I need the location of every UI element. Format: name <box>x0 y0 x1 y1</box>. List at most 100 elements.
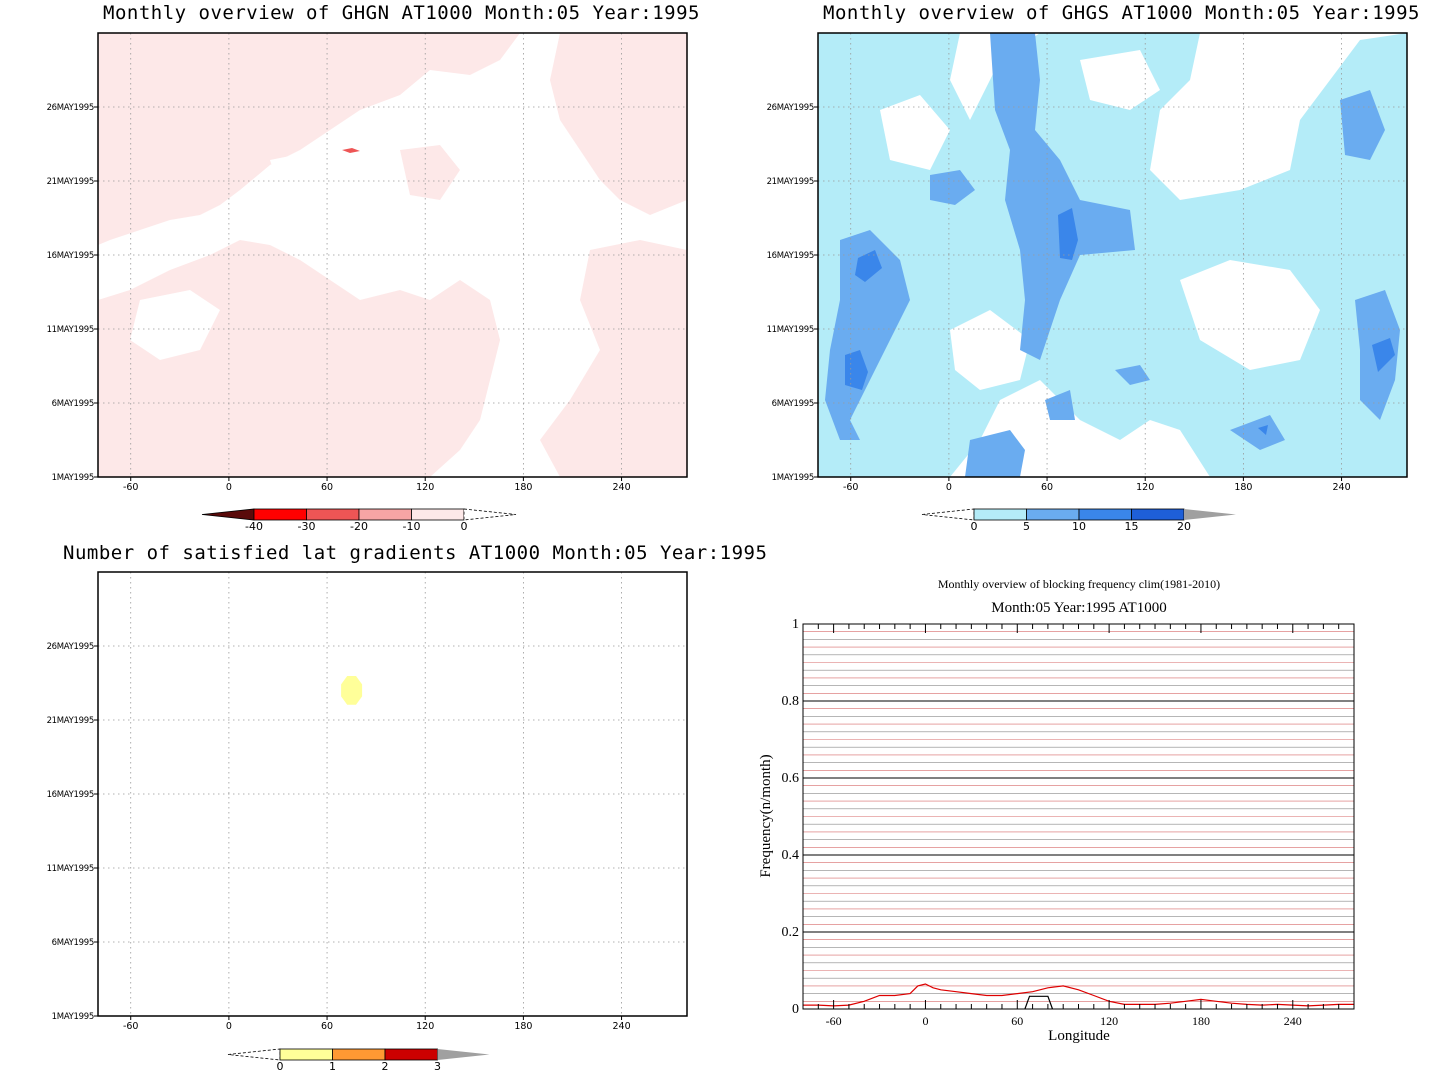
colorbar-label: 0 <box>277 1060 284 1073</box>
chart-2-axes: -60 0 60 120 180 240 1MAY1995 6MAY1995 11MAY1995… <box>767 103 1351 493</box>
chart-2-x-tick-label: 180 <box>1234 482 1252 493</box>
chart-2-contour-white <box>950 310 1030 390</box>
chart-2-contour-mid <box>1115 365 1150 385</box>
chart-2-y-tick-label: 16MAY1995 <box>767 251 814 261</box>
colorbar-box <box>358 508 412 521</box>
chart-4-grid <box>803 631 1354 1002</box>
chart-3-y-tick-label: 1MAY1995 <box>52 1012 94 1022</box>
chart-4-y-tick-label: 0.6 <box>782 771 800 786</box>
chart-4-subtitle: Month:05 Year:1995 AT1000 <box>991 600 1166 616</box>
colorbar-label: 10 <box>1072 520 1086 533</box>
chart-1-frame <box>97 32 688 478</box>
chart-1-contour-white <box>270 155 300 190</box>
colorbar-label: -40 <box>245 520 263 533</box>
chart-3-title: Number of satisfied lat gradients AT1000… <box>63 542 768 564</box>
colorbar-left-arrow <box>201 508 255 521</box>
chart-4-x-tick-label: 240 <box>1284 1014 1302 1028</box>
chart-3-x-tick-label: 120 <box>416 1021 434 1032</box>
chart-4-y-tick-label: 0.4 <box>782 848 800 863</box>
chart-1-x-tick-label: 60 <box>321 482 333 493</box>
chart-4-series-1-line <box>803 983 1354 1007</box>
chart-3-colorbar: 0 1 2 3 <box>227 1048 490 1073</box>
colorbar-right-arrow <box>437 1049 490 1060</box>
chart-4-x-tick-label: -60 <box>826 1014 842 1028</box>
chart-2-contour-white <box>1180 260 1320 370</box>
chart-1-title: Monthly overview of GHGN AT1000 Month:05… <box>103 2 700 24</box>
chart-2-contour-dark <box>1258 425 1268 435</box>
chart-3-x-tick-label: 180 <box>514 1021 532 1032</box>
chart-2-contour-mid <box>825 230 910 440</box>
colorbar-box <box>306 508 360 521</box>
chart-1-y-tick-label: 11MAY1995 <box>47 325 94 335</box>
chart-2-x-tick-label: 240 <box>1332 482 1350 493</box>
colorbar-box <box>1078 508 1132 521</box>
chart-2-frame <box>817 32 1408 478</box>
chart-4-x-tick-label: 120 <box>1100 1014 1118 1028</box>
chart-3-blob <box>341 676 363 705</box>
chart-2-contour-mid <box>1230 415 1285 450</box>
chart-2-contour-dark <box>855 250 882 282</box>
colorbar-box <box>1131 508 1185 521</box>
chart-3-axes: -60 0 60 120 180 240 1MAY1995 6MAY1995 11MAY1995… <box>47 642 631 1032</box>
colorbar-left-arrow <box>227 1048 281 1061</box>
chart-1-y-tick-label: 6MAY1995 <box>52 399 94 409</box>
chart-2-contour-white <box>1080 50 1160 110</box>
chart-1-contour-pink <box>400 145 460 200</box>
colorbar-label: -10 <box>403 520 421 533</box>
colorbar-label: 3 <box>434 1060 441 1073</box>
chart-3-frame <box>97 571 688 1017</box>
chart-4-frame <box>802 623 1355 1010</box>
chart-4-ylabel: Frequency(n/month) <box>758 754 774 877</box>
colorbar-label: 1 <box>329 1060 336 1073</box>
chart-3-y-tick-label: 11MAY1995 <box>47 864 94 874</box>
chart-2: -60 0 60 120 180 240 1MAY1995 6MAY1995 11MAY1995… <box>767 32 1408 493</box>
chart-3-x-tick-label: 60 <box>321 1021 333 1032</box>
chart-1-contour-pink <box>98 33 520 245</box>
chart-4-series <box>803 983 1354 1010</box>
chart-3-x-tick-label: 0 <box>226 1021 232 1032</box>
chart-2-y-tick-label: 1MAY1995 <box>772 473 814 483</box>
chart-2-contour-mid <box>930 170 975 205</box>
chart-2-x-tick-label: -60 <box>843 482 859 493</box>
colorbar-label: -30 <box>298 520 316 533</box>
chart-2-contour-mid <box>990 33 1135 360</box>
chart-2-contour-white <box>1200 33 1320 110</box>
chart-3-y-tick-label: 21MAY1995 <box>47 716 94 726</box>
chart-1-x-tick-label: 120 <box>416 482 434 493</box>
chart-2-y-tick-label: 6MAY1995 <box>772 399 814 409</box>
chart-2-y-tick-label: 26MAY1995 <box>767 103 814 113</box>
chart-4-y-tick-label: 1 <box>792 617 799 632</box>
colorbar-label: -20 <box>350 520 368 533</box>
colorbar-label: 0 <box>461 520 468 533</box>
chart-4-series-2-line <box>1024 995 1054 1010</box>
chart-4-x-tick-label: 180 <box>1192 1014 1210 1028</box>
chart-2-contour-dark <box>845 350 868 390</box>
chart-2-y-tick-label: 11MAY1995 <box>767 325 814 335</box>
colorbar-label: 0 <box>971 520 978 533</box>
chart-2-contours <box>818 33 1407 477</box>
chart-4-y-tick-label: 0 <box>792 1002 799 1017</box>
chart-2-contour-mid <box>1045 390 1075 420</box>
chart-2-contour-mid <box>1340 90 1385 160</box>
chart-3-y-tick-label: 26MAY1995 <box>47 642 94 652</box>
colorbar-box <box>253 508 307 521</box>
chart-2-contour-dark <box>1058 208 1078 260</box>
colorbar-box <box>332 1048 386 1061</box>
colorbar-left-arrow <box>921 508 975 521</box>
chart-1-y-tick-label: 1MAY1995 <box>52 473 94 483</box>
colorbar-box <box>411 508 465 521</box>
chart-1-x-tick-label: -60 <box>123 482 139 493</box>
chart-2-title: Monthly overview of GHGS AT1000 Month:05… <box>823 2 1420 24</box>
chart-3-grid <box>98 572 687 1017</box>
colorbar-box <box>384 1048 438 1061</box>
chart-4-y-tick-label: 0.8 <box>782 694 800 709</box>
chart-1-x-tick-label: 0 <box>226 482 232 493</box>
chart-1-contours <box>98 33 687 477</box>
chart-1-axes: -60 0 60 120 180 240 1MAY1995 6MAY1995 11MAY1995… <box>47 103 631 493</box>
chart-4-x-tick-label: 60 <box>1011 1014 1023 1028</box>
chart-1-contour-red <box>342 148 360 153</box>
chart-2-x-tick-label: 0 <box>946 482 952 493</box>
colorbar-label: 20 <box>1177 520 1191 533</box>
chart-2-y-tick-label: 21MAY1995 <box>767 177 814 187</box>
